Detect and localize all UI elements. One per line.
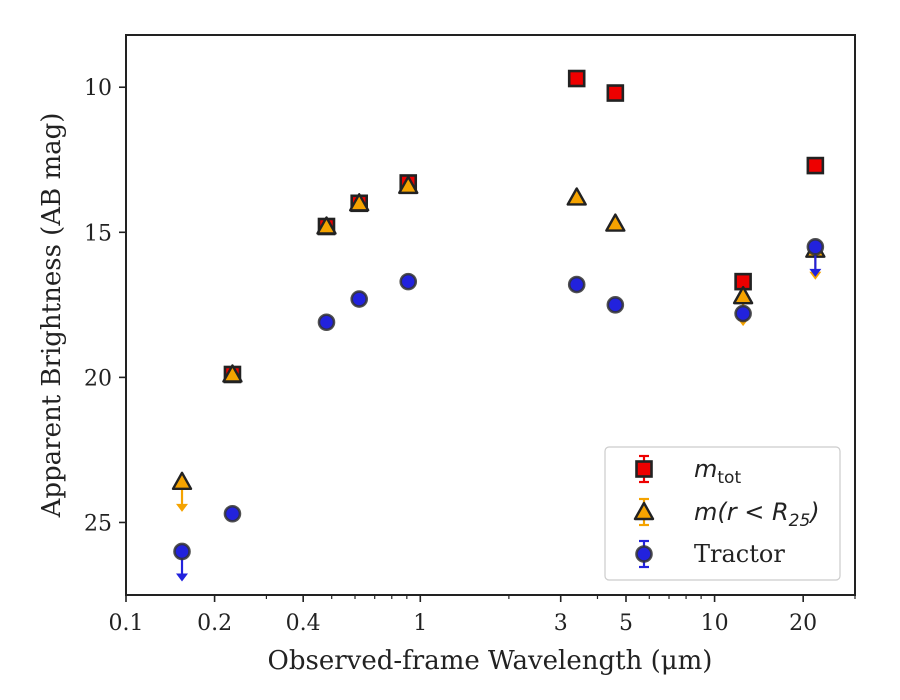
legend-entries: mtot m(r < R25) Tractor (633, 454, 820, 569)
data-point-circle (173, 542, 191, 561)
y-axis-label: Apparent Brightness (AB mag) (37, 113, 67, 519)
x-axis: 0.1 0.2 0.4 1 3 5 10 20 (109, 595, 856, 636)
data-point-triangle (348, 193, 370, 212)
data-point-triangle (732, 285, 754, 305)
x-tick-label: 5 (619, 611, 633, 636)
x-tick-label: 1 (413, 611, 427, 636)
legend: mtot m(r < R25) Tractor (604, 446, 841, 581)
data-point-square (806, 156, 825, 175)
legend-marker-square (635, 460, 653, 478)
data-point-circle (399, 272, 418, 291)
legend-marker-circle (635, 545, 653, 563)
plot-frame (125, 34, 856, 596)
legend-marker-triangle (633, 501, 655, 521)
x-tick-label: 0.1 (109, 611, 144, 636)
y-tick-label: 20 (84, 366, 112, 391)
data-point-circle (606, 296, 625, 314)
data-point-square (567, 69, 586, 88)
data-point-circle (806, 238, 825, 256)
x-tick-label: 0.4 (286, 611, 321, 636)
data-point-triangle (222, 364, 243, 383)
x-tick-label: 3 (554, 611, 568, 636)
data-point-triangle (605, 213, 626, 232)
x-axis-label: Observed-frame Wavelength (μm) (268, 646, 713, 676)
x-tick-label: 10 (701, 611, 729, 636)
data-point-circle (567, 275, 586, 294)
x-tick-label: 0.2 (197, 611, 232, 636)
legend-label: m(r < R25) (694, 498, 820, 531)
marks-layer (171, 69, 826, 582)
x-tick-label: 20 (789, 611, 817, 636)
data-point-circle (223, 504, 242, 523)
series-circle (173, 238, 825, 582)
data-point-circle (350, 290, 368, 308)
upper-limit-arrow-head (176, 503, 189, 512)
y-axis: 10 15 20 25 (84, 76, 126, 536)
legend-label: Tractor (694, 540, 785, 568)
data-point-circle (734, 304, 752, 323)
upper-limit-arrow-head (809, 268, 822, 277)
data-point-triangle (316, 216, 337, 235)
y-tick-label: 15 (84, 221, 112, 246)
series-square (223, 69, 825, 384)
legend-label: mtot (694, 455, 741, 488)
data-point-circle (317, 313, 336, 332)
y-tick-label: 10 (84, 76, 112, 101)
upper-limit-arrow-head (176, 573, 189, 582)
data-point-triangle (171, 471, 193, 491)
data-point-triangle (398, 175, 419, 195)
data-point-triangle (566, 187, 587, 206)
y-tick-label: 25 (84, 511, 112, 536)
legend-frame (604, 446, 841, 581)
data-point-square (606, 84, 625, 102)
